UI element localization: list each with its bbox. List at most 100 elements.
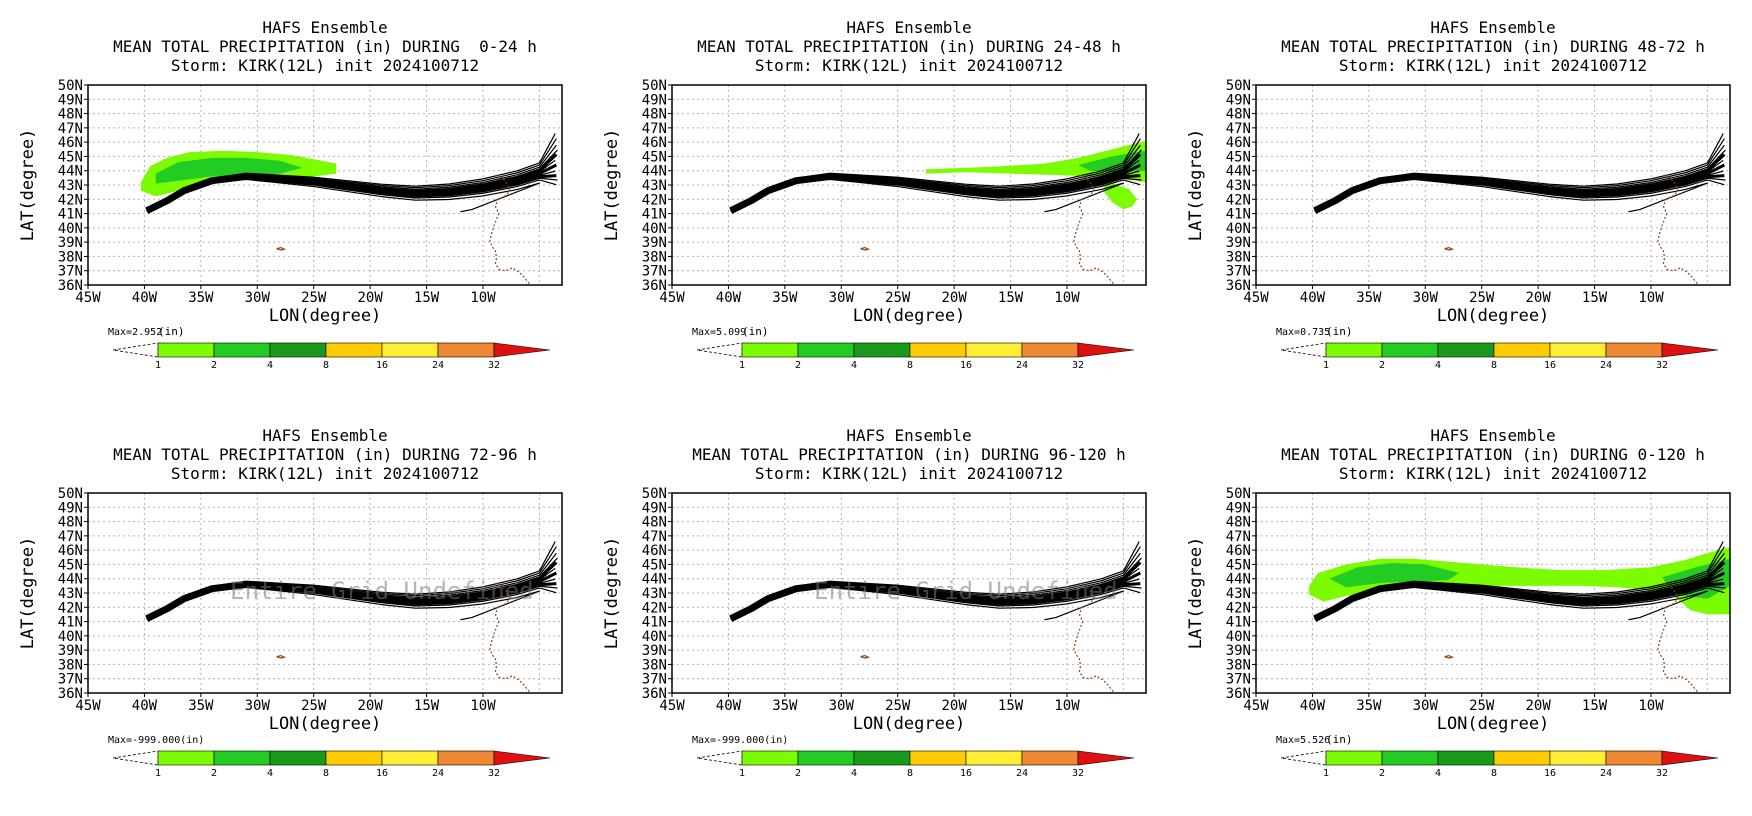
lon-tick-label: 10W — [1638, 290, 1664, 306]
lat-tick-label: 42N — [1226, 192, 1251, 208]
lon-tick-label: 35W — [772, 698, 798, 714]
colorbar-level-label: 24 — [432, 768, 444, 779]
colorbar-level-label: 8 — [323, 360, 329, 371]
lat-tick-label: 36N — [642, 278, 667, 294]
colorbar-segment — [1493, 342, 1551, 358]
lat-tick-label: 49N — [58, 500, 83, 516]
lat-tick-label: 40N — [1226, 221, 1251, 237]
colorbar-level-label: 2 — [795, 360, 801, 371]
lat-tick-label: 36N — [1226, 686, 1251, 702]
lon-tick-label: 40W — [1300, 698, 1326, 714]
lon-tick-label: 40W — [716, 698, 742, 714]
coastline-azores — [860, 246, 871, 251]
lat-tick-label: 47N — [58, 121, 83, 137]
colorbar-level-label: 2 — [1379, 768, 1385, 779]
lat-tick-label: 42N — [1226, 600, 1251, 616]
colorbar-segment — [1605, 342, 1663, 358]
lat-tick-label: 46N — [642, 543, 667, 559]
lat-tick-label: 49N — [642, 92, 667, 108]
colorbar-segment — [1549, 342, 1607, 358]
lat-tick-label: 43N — [1226, 178, 1251, 194]
lat-tick-label: 36N — [58, 278, 83, 294]
lon-tick-label: 25W — [885, 290, 911, 306]
chart-title-line3: Storm: KIRK(12L) init 2024100712 — [171, 56, 479, 75]
colorbar-segment — [381, 342, 439, 358]
max-label: Max=2.952 — [108, 327, 162, 338]
lat-tick-label: 39N — [1226, 235, 1251, 251]
lat-tick-label: 37N — [1226, 672, 1251, 688]
lon-tick-label: 45W — [659, 698, 685, 714]
colorbar-level-label: 32 — [1656, 768, 1668, 779]
chart-title-line3: Storm: KIRK(12L) init 2024100712 — [1339, 56, 1647, 75]
colorbar-unit: (in) — [158, 325, 185, 338]
lat-tick-label: 38N — [58, 657, 83, 673]
lat-tick-label: 43N — [1226, 586, 1251, 602]
colorbar-segment — [1021, 342, 1079, 358]
colorbar-segment — [269, 750, 327, 766]
lat-tick-label: 36N — [58, 686, 83, 702]
colorbar-level-label: 32 — [1072, 768, 1084, 779]
colorbar-level-label: 1 — [155, 360, 161, 371]
chart-title-line2: MEAN TOTAL PRECIPITATION (in) DURING 48-… — [1281, 37, 1705, 56]
lat-tick-label: 41N — [58, 207, 83, 223]
lon-tick-label: 45W — [75, 698, 101, 714]
max-label: Max=-999.000(in) — [692, 735, 788, 746]
colorbar-segment — [213, 750, 271, 766]
lat-tick-label: 49N — [1226, 500, 1251, 516]
coastline-iberia — [1657, 582, 1698, 692]
colorbar-level-label: 1 — [1323, 768, 1329, 779]
colorbar-unit: (in) — [1326, 733, 1353, 746]
colorbar-segment — [741, 342, 799, 358]
max-label: Max=5.099 — [692, 327, 746, 338]
lat-tick-label: 36N — [642, 686, 667, 702]
lat-tick-label: 44N — [1226, 572, 1251, 588]
lat-tick-label: 46N — [58, 135, 83, 151]
lon-tick-label: 40W — [132, 698, 158, 714]
lat-tick-label: 44N — [642, 572, 667, 588]
x-axis-label: LON(degree) — [853, 306, 966, 326]
lon-tick-label: 30W — [245, 290, 271, 306]
lat-tick-label: 37N — [642, 264, 667, 280]
lat-tick-label: 36N — [1226, 278, 1251, 294]
lon-tick-label: 15W — [414, 698, 440, 714]
lat-tick-label: 50N — [1226, 486, 1251, 502]
colorbar-segment — [1605, 750, 1663, 766]
colorbar-level-label: 1 — [155, 768, 161, 779]
colorbar-segment — [381, 750, 439, 766]
lat-tick-label: 40N — [642, 221, 667, 237]
colorbar-under-triangle — [112, 750, 159, 766]
lon-tick-label: 35W — [188, 290, 214, 306]
lon-tick-label: 15W — [998, 290, 1024, 306]
lat-tick-label: 50N — [642, 78, 667, 94]
lon-tick-label: 15W — [998, 698, 1024, 714]
lat-tick-label: 42N — [642, 600, 667, 616]
lon-tick-label: 20W — [941, 290, 967, 306]
colorbar-level-label: 8 — [1491, 768, 1497, 779]
colorbar-level-label: 16 — [376, 360, 388, 371]
plot-area — [88, 493, 562, 693]
lat-tick-label: 37N — [1226, 264, 1251, 280]
chart-title-line1: HAFS Ensemble — [262, 426, 387, 445]
colorbar-segment — [965, 342, 1023, 358]
lon-tick-label: 15W — [1582, 698, 1608, 714]
lat-tick-label: 38N — [642, 249, 667, 265]
lon-tick-label: 25W — [301, 698, 327, 714]
colorbar-segment — [1493, 750, 1551, 766]
colorbar-level-label: 32 — [1072, 360, 1084, 371]
lat-tick-label: 48N — [58, 107, 83, 123]
colorbar-under-triangle — [696, 342, 743, 358]
lat-tick-label: 46N — [1226, 135, 1251, 151]
lon-tick-label: 10W — [1638, 698, 1664, 714]
lat-tick-label: 43N — [58, 586, 83, 602]
colorbar-segment — [1325, 750, 1383, 766]
plot-area — [672, 493, 1146, 693]
colorbar-level-label: 4 — [267, 360, 273, 371]
coastline-azores — [860, 654, 871, 659]
colorbar-segment — [1437, 342, 1495, 358]
storm-track-core — [1313, 172, 1483, 214]
colorbar-segment — [797, 750, 855, 766]
y-axis-label: LAT(degree) — [1186, 537, 1206, 650]
lon-tick-label: 25W — [301, 290, 327, 306]
